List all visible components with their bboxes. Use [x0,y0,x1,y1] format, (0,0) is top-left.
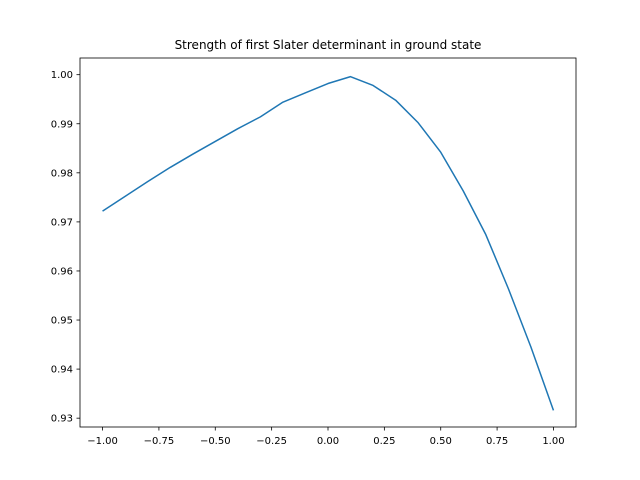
y-tick-label: 0.98 [51,168,73,179]
chart-title: Strength of first Slater determinant in … [175,38,482,52]
series-layer [102,75,555,411]
x-tick-label: 0.25 [373,436,395,447]
x-axis-ticks: −1.00 −0.75 −0.50 −0.25 0.00 0.25 0.50 0.75 1.00 [87,427,565,447]
y-tick-label: 0.97 [51,217,73,228]
x-tick-label: −1.00 [87,436,118,447]
y-tick-label: 0.99 [51,119,73,130]
y-tick-label: 0.95 [51,316,73,327]
y-tick-label: 1.00 [51,70,73,81]
x-tick-label: 1.00 [542,436,564,447]
x-tick-label: −0.50 [200,436,231,447]
y-tick-label: 0.94 [51,365,73,376]
x-tick-label: 0.50 [430,436,452,447]
x-tick-label: 0.75 [486,436,508,447]
series-line-0 [102,75,555,411]
x-tick-label: −0.25 [256,436,287,447]
x-tick-label: −0.75 [144,436,175,447]
axes-frame [79,57,577,428]
x-tick-label: 0.00 [317,436,339,447]
y-tick-label: 0.96 [51,266,73,277]
y-tick-label: 0.93 [51,414,73,425]
y-axis-ticks: 0.93 0.94 0.95 0.96 0.97 0.98 0.99 1.00 [51,70,80,425]
